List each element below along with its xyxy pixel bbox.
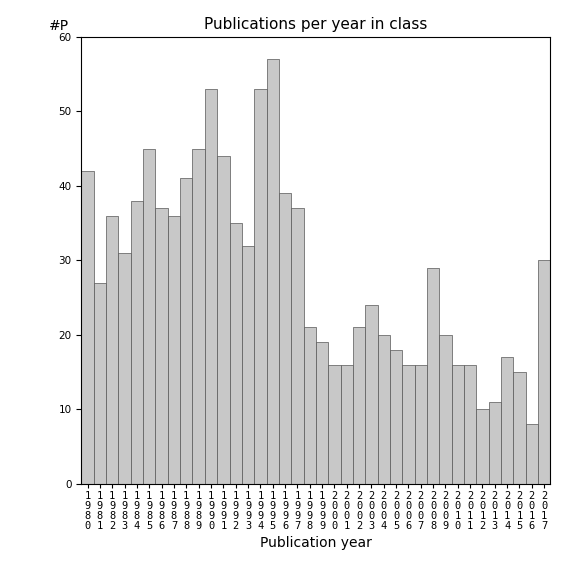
Bar xyxy=(291,208,303,484)
Bar xyxy=(180,179,193,484)
Bar xyxy=(538,260,551,484)
Bar xyxy=(242,246,254,484)
Bar xyxy=(464,365,476,484)
Bar xyxy=(427,268,439,484)
Bar xyxy=(353,327,365,484)
Bar xyxy=(476,409,489,484)
Bar xyxy=(143,149,155,484)
Bar xyxy=(390,350,402,484)
Bar xyxy=(168,215,180,484)
Bar xyxy=(341,365,353,484)
Bar xyxy=(316,342,328,484)
Bar xyxy=(230,223,242,484)
Bar xyxy=(193,149,205,484)
Bar xyxy=(489,402,501,484)
Bar xyxy=(119,253,131,484)
Bar xyxy=(452,365,464,484)
Bar xyxy=(131,201,143,484)
Bar xyxy=(94,283,106,484)
Title: Publications per year in class: Publications per year in class xyxy=(204,16,428,32)
Bar xyxy=(414,365,427,484)
X-axis label: Publication year: Publication year xyxy=(260,536,372,551)
Bar xyxy=(501,357,513,484)
Bar xyxy=(402,365,414,484)
Bar xyxy=(266,60,279,484)
Bar xyxy=(303,327,316,484)
Bar xyxy=(526,424,538,484)
Text: #P: #P xyxy=(49,19,69,32)
Bar xyxy=(82,171,94,484)
Bar xyxy=(254,89,266,484)
Bar xyxy=(378,335,390,484)
Bar xyxy=(205,89,217,484)
Bar xyxy=(155,208,168,484)
Bar xyxy=(106,215,119,484)
Bar xyxy=(439,335,452,484)
Bar xyxy=(279,193,291,484)
Bar xyxy=(217,156,230,484)
Bar xyxy=(513,372,526,484)
Bar xyxy=(328,365,341,484)
Bar xyxy=(365,305,378,484)
